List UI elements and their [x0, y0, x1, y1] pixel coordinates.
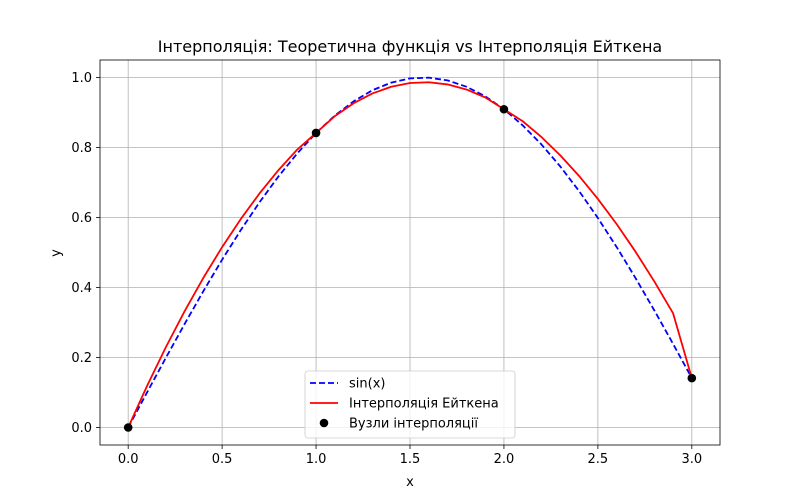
legend-swatch — [319, 418, 329, 428]
y-tick-label: 0.6 — [71, 211, 92, 226]
plot-area — [123, 76, 697, 432]
plot-frame — [99, 59, 721, 446]
x-tick-label: 1.0 — [306, 452, 327, 467]
y-tick-label: 1.0 — [71, 71, 92, 86]
legend-label: Інтерполяція Ейткена — [349, 397, 499, 412]
legend-label: Вузли інтерполяції — [349, 417, 478, 432]
legend: sin(x) Інтерполяція Ейткена Вузли інтерпол… — [304, 370, 516, 439]
y-tick-label: 0.8 — [71, 141, 92, 156]
x-axis-label: x — [406, 475, 414, 490]
scatter-point — [123, 423, 133, 432]
axes: 0.0 0.5 1.0 1.5 2.0 2.5 3.0 0.0 0.2 0.4 0.6 0.8 1.0 — [71, 59, 721, 467]
scatter-point — [499, 104, 509, 114]
legend-label: sin(x) — [349, 377, 385, 392]
y-tick-label: 0.0 — [71, 421, 92, 436]
x-tick-label: 3.0 — [681, 452, 702, 467]
series-line-1 — [127, 81, 693, 428]
series-line-0 — [127, 76, 693, 428]
chart-title: Інтерполяція: Теоретична функція vs Інте… — [158, 37, 662, 56]
y-tick-label: 0.4 — [71, 281, 92, 296]
y-axis-label: y — [49, 249, 64, 257]
scatter-point — [687, 373, 697, 383]
x-tick-label: 2.0 — [494, 452, 515, 467]
x-tick-label: 0.5 — [212, 452, 233, 467]
legend-box — [304, 370, 516, 439]
x-tick-label: 0.0 — [118, 452, 139, 467]
scatter-point — [311, 128, 321, 138]
y-tick-label: 0.2 — [71, 351, 92, 366]
x-tick-label: 2.5 — [588, 452, 609, 467]
x-tick-label: 1.5 — [400, 452, 421, 467]
